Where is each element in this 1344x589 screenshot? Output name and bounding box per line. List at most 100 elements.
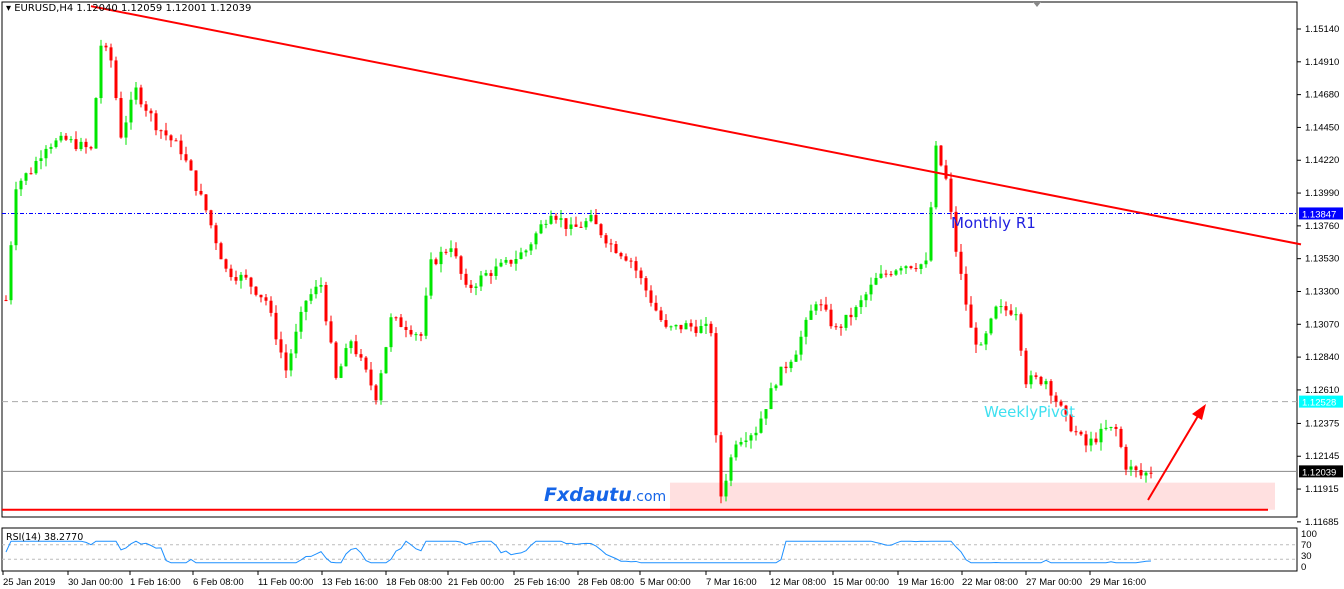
candle-body [779,366,783,386]
candle-body [79,141,83,150]
candle-body [54,140,58,148]
candle-body [299,311,303,332]
candle-body [1029,375,1033,385]
candle-body [1024,350,1028,385]
candle-body [559,218,563,220]
candle-body [774,385,778,389]
y-tick-label: 1.14220 [1305,155,1339,166]
candle-body [494,266,498,276]
candle-body [649,290,653,303]
candle-body [64,135,68,140]
candle-body [749,435,753,441]
price-tag: 1.12039 [1302,467,1336,478]
candle-body [569,224,573,229]
candle-body [204,194,208,211]
candle-body [689,323,693,327]
candle-body [994,306,998,319]
candle-body [119,98,123,138]
x-tick-label: 6 Feb 08:00 [193,577,244,588]
y-tick-label: 1.12840 [1305,352,1339,363]
y-tick-label: 1.13300 [1305,286,1339,297]
y-tick-label: 1.12145 [1305,451,1339,462]
candle-body [759,418,763,433]
candle-body [804,319,808,337]
candle-body [384,347,388,374]
candle-body [974,327,978,345]
candle-body [274,312,278,340]
candle-body [709,323,713,334]
candle-body [769,388,773,410]
candle-body [1084,434,1088,446]
candle-body [574,224,578,227]
y-tick-label: 1.11915 [1305,484,1339,495]
candle-body [629,260,633,262]
candle-body [1034,375,1038,377]
monthly-r1-label: Monthly R1 [951,214,1036,232]
candle-body [174,140,178,142]
candle-body [389,317,393,348]
candle-body [679,324,683,330]
candle-body [1124,446,1128,470]
candle-body [659,310,663,321]
candle-body [399,317,403,327]
candle-body [84,141,88,148]
candle-body [594,215,598,225]
candle-body [344,348,348,367]
candle-body [1134,466,1138,470]
candle-body [584,221,588,228]
watermark-logo: Fxdautu.com [544,484,666,506]
candle-body [954,211,958,252]
candle-body [1064,405,1068,415]
support-zone [670,482,1275,510]
candle-body [819,304,823,306]
candle-body [554,215,558,220]
chart-header: ▾ EURUSD,H4 1.12040 1.12059 1.12001 1.12… [6,3,252,14]
candle-body [439,251,443,265]
candle-body [1054,395,1058,402]
candle-body [289,353,293,371]
candle-body [69,139,73,141]
candle-body [604,235,608,244]
candle-body [944,165,948,179]
candle-body [254,286,258,295]
y-tick-label: 1.13530 [1305,254,1339,265]
candle-body [724,480,728,497]
candle-body [1139,469,1143,476]
candle-body [504,259,508,263]
candle-body [1144,472,1148,476]
candle-body [409,329,413,335]
candle-body [839,326,843,328]
candle-body [374,385,378,401]
candle-body [4,300,8,302]
y-tick-label: 1.13760 [1305,221,1339,232]
candle-body [1109,426,1113,428]
candle-body [259,294,263,298]
candle-body [879,273,883,278]
candle-body [899,268,903,271]
candle-body [814,304,818,311]
candle-body [869,284,873,295]
candle-body [949,178,953,212]
candle-body [49,147,53,149]
candle-body [704,323,708,326]
candle-body [849,314,853,318]
candle-body [619,253,623,257]
candle-body [9,245,13,301]
y-tick-label: 1.12610 [1305,385,1339,396]
candle-body [684,323,688,330]
candle-body [874,277,878,285]
candle-body [609,243,613,245]
rsi-line [5,540,1152,564]
candle-body [1149,472,1153,474]
candle-body [154,113,158,131]
candle-body [244,274,248,278]
candle-body [729,457,733,481]
candle-body [794,354,798,362]
candle-body [484,273,488,276]
candle-body [1074,431,1078,433]
candle-body [304,300,308,312]
x-tick-label: 18 Feb 08:00 [386,577,442,588]
candle-body [889,274,893,276]
x-tick-label: 22 Mar 08:00 [962,577,1018,588]
